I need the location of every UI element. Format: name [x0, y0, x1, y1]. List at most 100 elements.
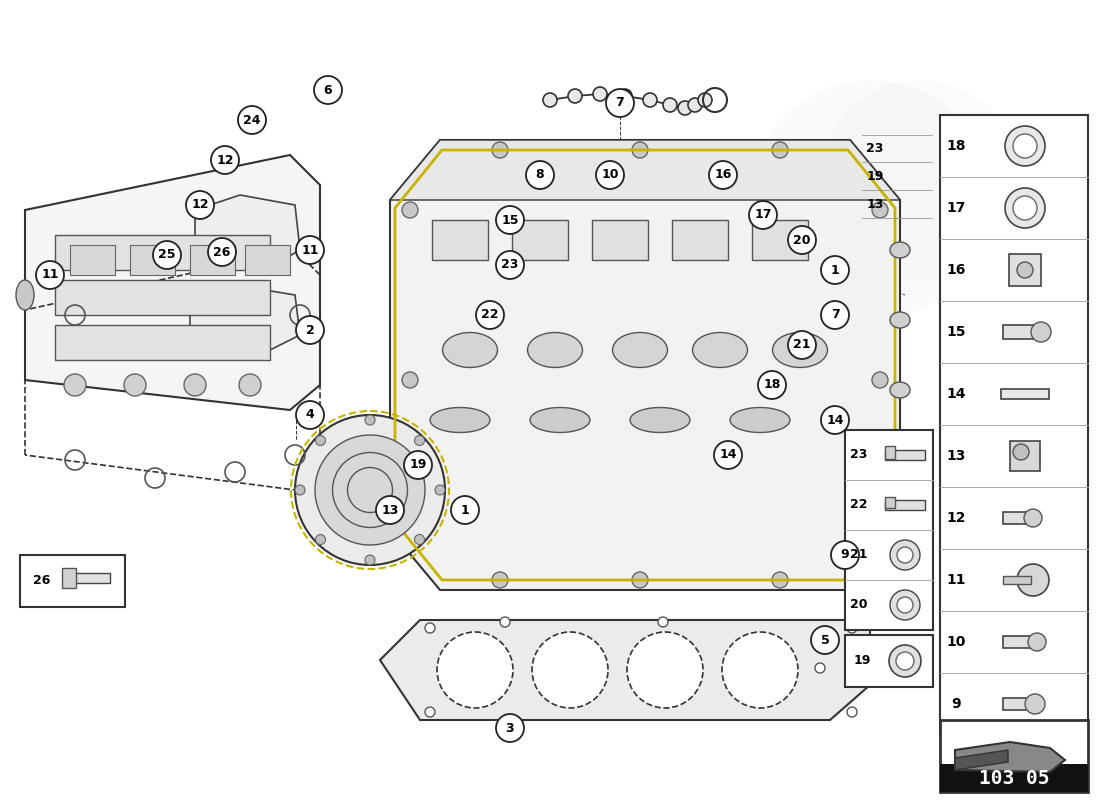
Text: 6: 6: [323, 83, 332, 97]
Bar: [68, 573, 110, 583]
Bar: [886, 450, 925, 460]
Circle shape: [811, 626, 839, 654]
Circle shape: [872, 512, 888, 528]
Circle shape: [1013, 444, 1028, 460]
Ellipse shape: [315, 435, 425, 545]
Circle shape: [1013, 196, 1037, 220]
Circle shape: [644, 93, 657, 107]
Polygon shape: [390, 140, 900, 590]
Circle shape: [758, 371, 786, 399]
Ellipse shape: [528, 333, 583, 367]
Circle shape: [425, 707, 435, 717]
Text: 1: 1: [830, 263, 839, 277]
Ellipse shape: [630, 407, 690, 433]
Text: 9: 9: [840, 549, 849, 562]
Text: 11: 11: [301, 243, 319, 257]
Circle shape: [750, 80, 990, 320]
Text: 20: 20: [793, 234, 811, 246]
Bar: [432, 220, 488, 260]
Circle shape: [714, 441, 742, 469]
Text: 15: 15: [946, 325, 966, 339]
Polygon shape: [379, 620, 870, 720]
Text: 12: 12: [946, 511, 966, 525]
Circle shape: [211, 146, 239, 174]
Circle shape: [124, 374, 146, 396]
Bar: [55, 235, 270, 270]
Circle shape: [36, 261, 64, 289]
Bar: [190, 245, 235, 275]
Bar: [55, 280, 270, 315]
Circle shape: [425, 623, 435, 633]
Circle shape: [890, 590, 920, 620]
Circle shape: [632, 572, 648, 588]
Bar: [130, 245, 175, 275]
Circle shape: [238, 106, 266, 134]
Ellipse shape: [530, 407, 590, 433]
Circle shape: [772, 142, 788, 158]
Polygon shape: [390, 140, 900, 200]
Bar: [62, 568, 76, 588]
Circle shape: [830, 541, 859, 569]
Text: 15: 15: [502, 214, 519, 226]
Circle shape: [788, 331, 816, 359]
Bar: [886, 497, 895, 508]
Circle shape: [437, 632, 513, 708]
Circle shape: [890, 540, 920, 570]
Text: 11: 11: [42, 269, 58, 282]
Text: 19: 19: [409, 458, 427, 471]
Circle shape: [316, 534, 326, 545]
Circle shape: [722, 632, 798, 708]
Ellipse shape: [730, 407, 790, 433]
Text: 18: 18: [763, 378, 781, 391]
Ellipse shape: [890, 452, 910, 468]
Bar: [1003, 698, 1041, 710]
Circle shape: [663, 98, 676, 112]
Circle shape: [296, 401, 324, 429]
Circle shape: [492, 572, 508, 588]
Circle shape: [239, 374, 261, 396]
Circle shape: [896, 547, 913, 563]
Circle shape: [872, 202, 888, 218]
Ellipse shape: [613, 333, 668, 367]
Bar: [20, 555, 125, 607]
Text: 4: 4: [306, 409, 315, 422]
Ellipse shape: [332, 453, 407, 527]
Circle shape: [1005, 126, 1045, 166]
Bar: [672, 220, 728, 260]
Ellipse shape: [890, 312, 910, 328]
Text: 8: 8: [536, 169, 544, 182]
Circle shape: [64, 374, 86, 396]
Polygon shape: [25, 155, 320, 410]
Circle shape: [1013, 134, 1037, 158]
Circle shape: [821, 301, 849, 329]
Circle shape: [376, 496, 404, 524]
Text: 21: 21: [850, 549, 868, 562]
Text: 7: 7: [830, 309, 839, 322]
Circle shape: [496, 251, 524, 279]
Circle shape: [314, 76, 342, 104]
Bar: [752, 220, 808, 260]
Circle shape: [593, 87, 607, 101]
Text: 26: 26: [33, 574, 51, 587]
Circle shape: [1018, 262, 1033, 278]
Circle shape: [404, 451, 432, 479]
Text: 14: 14: [946, 387, 966, 401]
Text: 14: 14: [719, 449, 737, 462]
Circle shape: [434, 485, 446, 495]
Text: 12: 12: [191, 198, 209, 211]
Text: 16: 16: [714, 169, 732, 182]
Circle shape: [1024, 509, 1042, 527]
Text: 26: 26: [213, 246, 231, 258]
Circle shape: [532, 632, 608, 708]
Text: 11: 11: [946, 573, 966, 587]
Text: 23: 23: [850, 449, 868, 462]
Circle shape: [295, 485, 305, 495]
Circle shape: [788, 226, 816, 254]
Text: 103 05: 103 05: [979, 769, 1049, 787]
Circle shape: [492, 142, 508, 158]
Circle shape: [496, 714, 524, 742]
Circle shape: [496, 206, 524, 234]
Circle shape: [710, 161, 737, 189]
Circle shape: [821, 256, 849, 284]
Circle shape: [821, 406, 849, 434]
